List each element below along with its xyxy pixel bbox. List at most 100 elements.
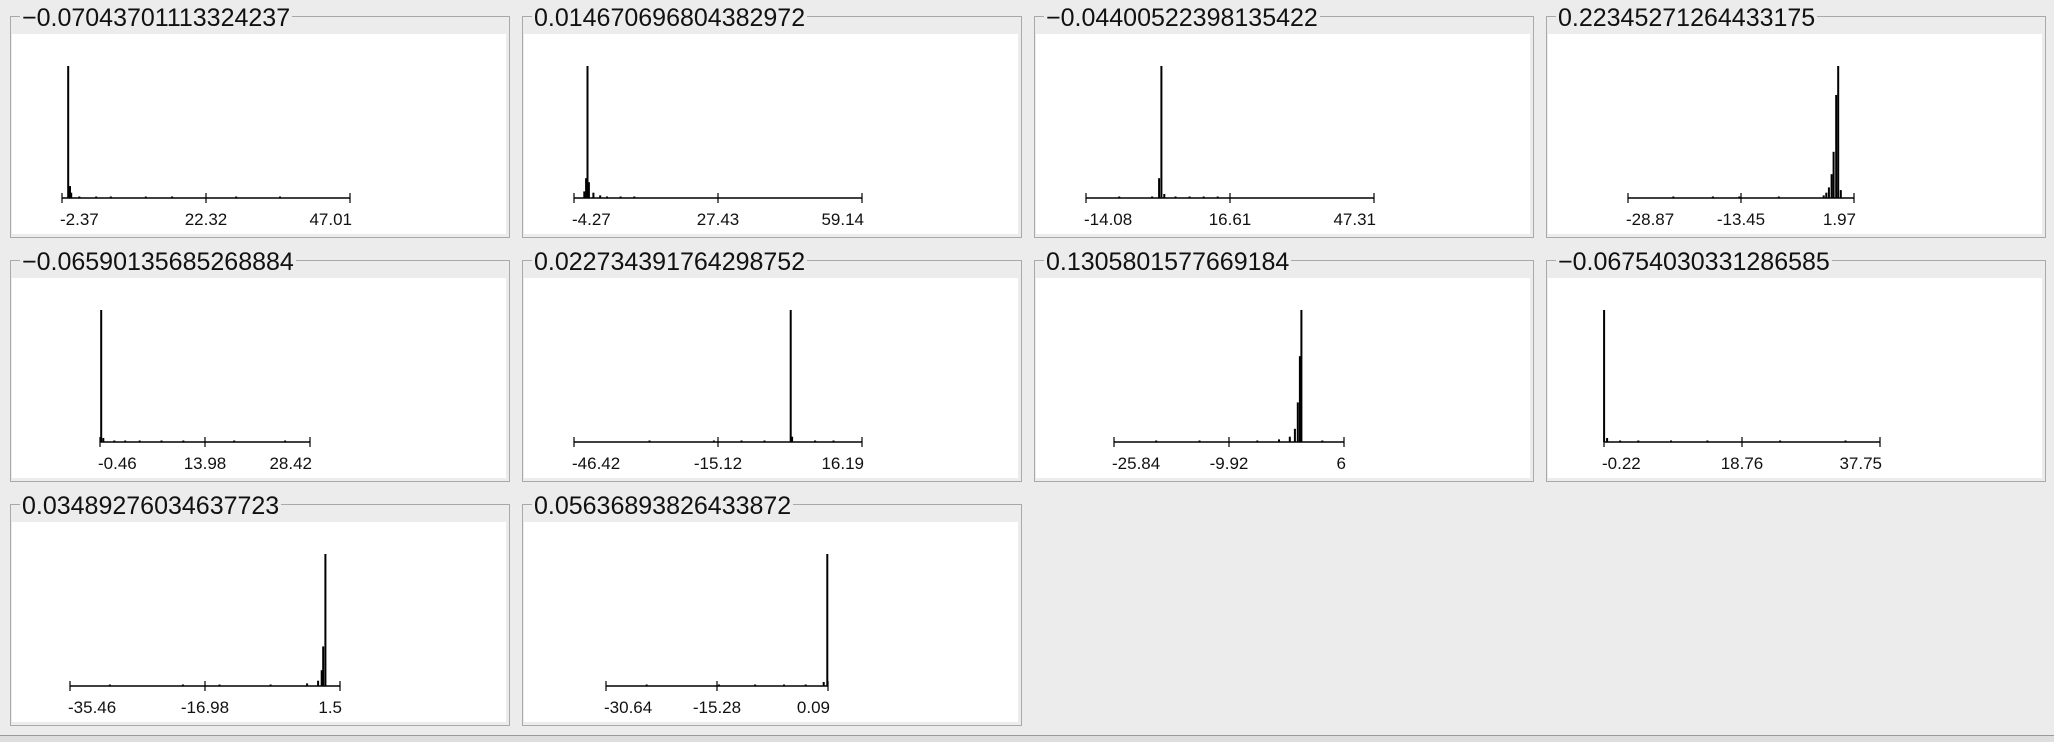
- x-tick-label: 37.75: [1839, 454, 1882, 473]
- histogram-panel: -35.46 -16.98 1.5 0.03489276034637723: [10, 492, 510, 726]
- x-tick-label: -14.08: [1084, 210, 1132, 229]
- x-tick-label: 59.14: [821, 210, 864, 229]
- histogram-panel: -46.42 -15.12 16.19 0.022734391764298752: [522, 248, 1022, 482]
- panel-title: −0.04400522398135422: [1044, 4, 1320, 32]
- histogram-bar: [1832, 151, 1835, 198]
- x-tick-label: -2.37: [60, 210, 99, 229]
- histogram-bar: [1300, 310, 1303, 442]
- histogram-panel: -2.37 22.32 47.01 −0.07043701113324237: [10, 4, 510, 238]
- x-tick-label: -35.46: [68, 698, 116, 717]
- panel-title: 0.022734391764298752: [532, 248, 808, 276]
- histogram-bar: [1293, 428, 1296, 442]
- histogram-plot: -0.22 18.76 37.75: [1602, 310, 1882, 473]
- panel-title: −0.06754030331286585: [1556, 248, 1832, 276]
- histogram-bar: [1160, 66, 1163, 198]
- histogram-bar: [1278, 439, 1280, 442]
- histogram-bar: [70, 192, 73, 198]
- x-tick-label: -0.46: [98, 454, 137, 473]
- histogram-canvas: -35.46 -16.98 1.5: [12, 522, 506, 722]
- x-tick-label: 27.43: [697, 210, 740, 229]
- x-tick-label: 16.61: [1209, 210, 1252, 229]
- histogram-canvas: -0.22 18.76 37.75: [1548, 278, 2042, 478]
- x-tick-label: 6: [1337, 454, 1346, 473]
- histogram-bar: [599, 195, 602, 198]
- histogram-panel: -4.27 27.43 59.14 0.014670696804382972: [522, 4, 1022, 238]
- histogram-plot: -0.46 13.98 28.42: [98, 310, 312, 473]
- histogram-grid: -2.37 22.32 47.01 −0.07043701113324237 -4.27…: [10, 4, 2046, 726]
- histogram-bar: [67, 66, 70, 198]
- histogram-plot: -2.37 22.32 47.01: [60, 66, 352, 229]
- histogram-panel: -14.08 16.61 47.31 −0.04400522398135422: [1034, 4, 1534, 238]
- histogram-bar: [1830, 174, 1833, 198]
- panel-title: −0.07043701113324237: [20, 4, 293, 32]
- x-tick-label: 18.76: [1721, 454, 1764, 473]
- x-tick-label: -0.22: [1602, 454, 1641, 473]
- histogram-canvas: -4.27 27.43 59.14: [524, 34, 1018, 234]
- x-tick-label: 22.32: [185, 210, 228, 229]
- histogram-bar: [789, 310, 792, 442]
- panel-title: 0.1305801577669184: [1044, 248, 1292, 276]
- x-tick-label: 16.19: [821, 454, 864, 473]
- histogram-panel: -28.87 -13.45 1.97 0.22345271264433175: [1546, 4, 2046, 238]
- histogram-canvas: -2.37 22.32 47.01: [12, 34, 506, 234]
- histogram-bar: [791, 436, 794, 442]
- histogram-bar: [822, 682, 825, 686]
- histogram-plot: -46.42 -15.12 16.19: [572, 310, 864, 473]
- histogram-bar: [1606, 438, 1609, 442]
- histogram-bar: [1835, 95, 1838, 198]
- histogram-bar: [1839, 190, 1842, 198]
- x-tick-label: 0.09: [797, 698, 830, 717]
- x-tick-label: 28.42: [269, 454, 312, 473]
- x-tick-label: 13.98: [184, 454, 227, 473]
- histogram-bar: [1163, 194, 1166, 198]
- x-tick-label: 1.5: [318, 698, 342, 717]
- histogram-canvas: -0.46 13.98 28.42: [12, 278, 506, 478]
- histogram-bar: [1288, 436, 1291, 442]
- x-tick-label: -15.28: [693, 698, 741, 717]
- x-tick-label: 47.01: [309, 210, 352, 229]
- histogram-bar: [1158, 178, 1161, 198]
- histogram-panel: -25.84 -9.92 6 0.1305801577669184: [1034, 248, 1534, 482]
- histogram-plot: -28.87 -13.45 1.97: [1626, 66, 1856, 229]
- histogram-bar: [102, 438, 105, 442]
- status-strip: [0, 735, 2054, 742]
- histogram-bar: [592, 192, 595, 198]
- histogram-bar: [1296, 402, 1299, 442]
- x-tick-label: -46.42: [572, 454, 620, 473]
- x-tick-label: -4.27: [572, 210, 611, 229]
- x-tick-label: 47.31: [1333, 210, 1376, 229]
- panel-title: 0.22345271264433175: [1556, 4, 1818, 32]
- histogram-canvas: -25.84 -9.92 6: [1036, 278, 1530, 478]
- panel-title: 0.014670696804382972: [532, 4, 808, 32]
- x-tick-label: -28.87: [1626, 210, 1674, 229]
- histogram-plot: -4.27 27.43 59.14: [572, 66, 864, 229]
- histogram-bar: [322, 646, 325, 686]
- histogram-canvas: -46.42 -15.12 16.19: [524, 278, 1018, 478]
- histogram-bar: [320, 670, 323, 686]
- histogram-plot: -30.64 -15.28 0.09: [604, 554, 830, 717]
- histogram-bar: [586, 66, 589, 198]
- x-tick-label: -30.64: [604, 698, 652, 717]
- histogram-canvas: -30.64 -15.28 0.09: [524, 522, 1018, 722]
- histogram-bar: [1837, 66, 1840, 198]
- histogram-bar: [1603, 310, 1606, 442]
- histogram-plot: -14.08 16.61 47.31: [1084, 66, 1376, 229]
- histogram-bar: [1827, 187, 1830, 198]
- x-tick-label: 1.97: [1823, 210, 1856, 229]
- panel-title: 0.03489276034637723: [20, 492, 282, 520]
- x-tick-label: -15.12: [694, 454, 742, 473]
- histogram-bar: [306, 683, 309, 686]
- histogram-bar: [100, 310, 103, 442]
- panel-title: −0.06590135685268884: [20, 248, 296, 276]
- histogram-panel: -0.22 18.76 37.75 −0.06754030331286585: [1546, 248, 2046, 482]
- histogram-bar: [324, 554, 327, 686]
- histogram-canvas: -28.87 -13.45 1.97: [1548, 34, 2042, 234]
- histogram-bar: [587, 182, 590, 198]
- panel-title: 0.05636893826433872: [532, 492, 794, 520]
- histogram-bar: [826, 554, 829, 686]
- histogram-bar: [1825, 192, 1828, 198]
- histogram-bar: [1298, 356, 1301, 442]
- histogram-plot: -25.84 -9.92 6: [1112, 310, 1346, 473]
- x-tick-label: -13.45: [1717, 210, 1765, 229]
- histogram-bar: [317, 680, 320, 686]
